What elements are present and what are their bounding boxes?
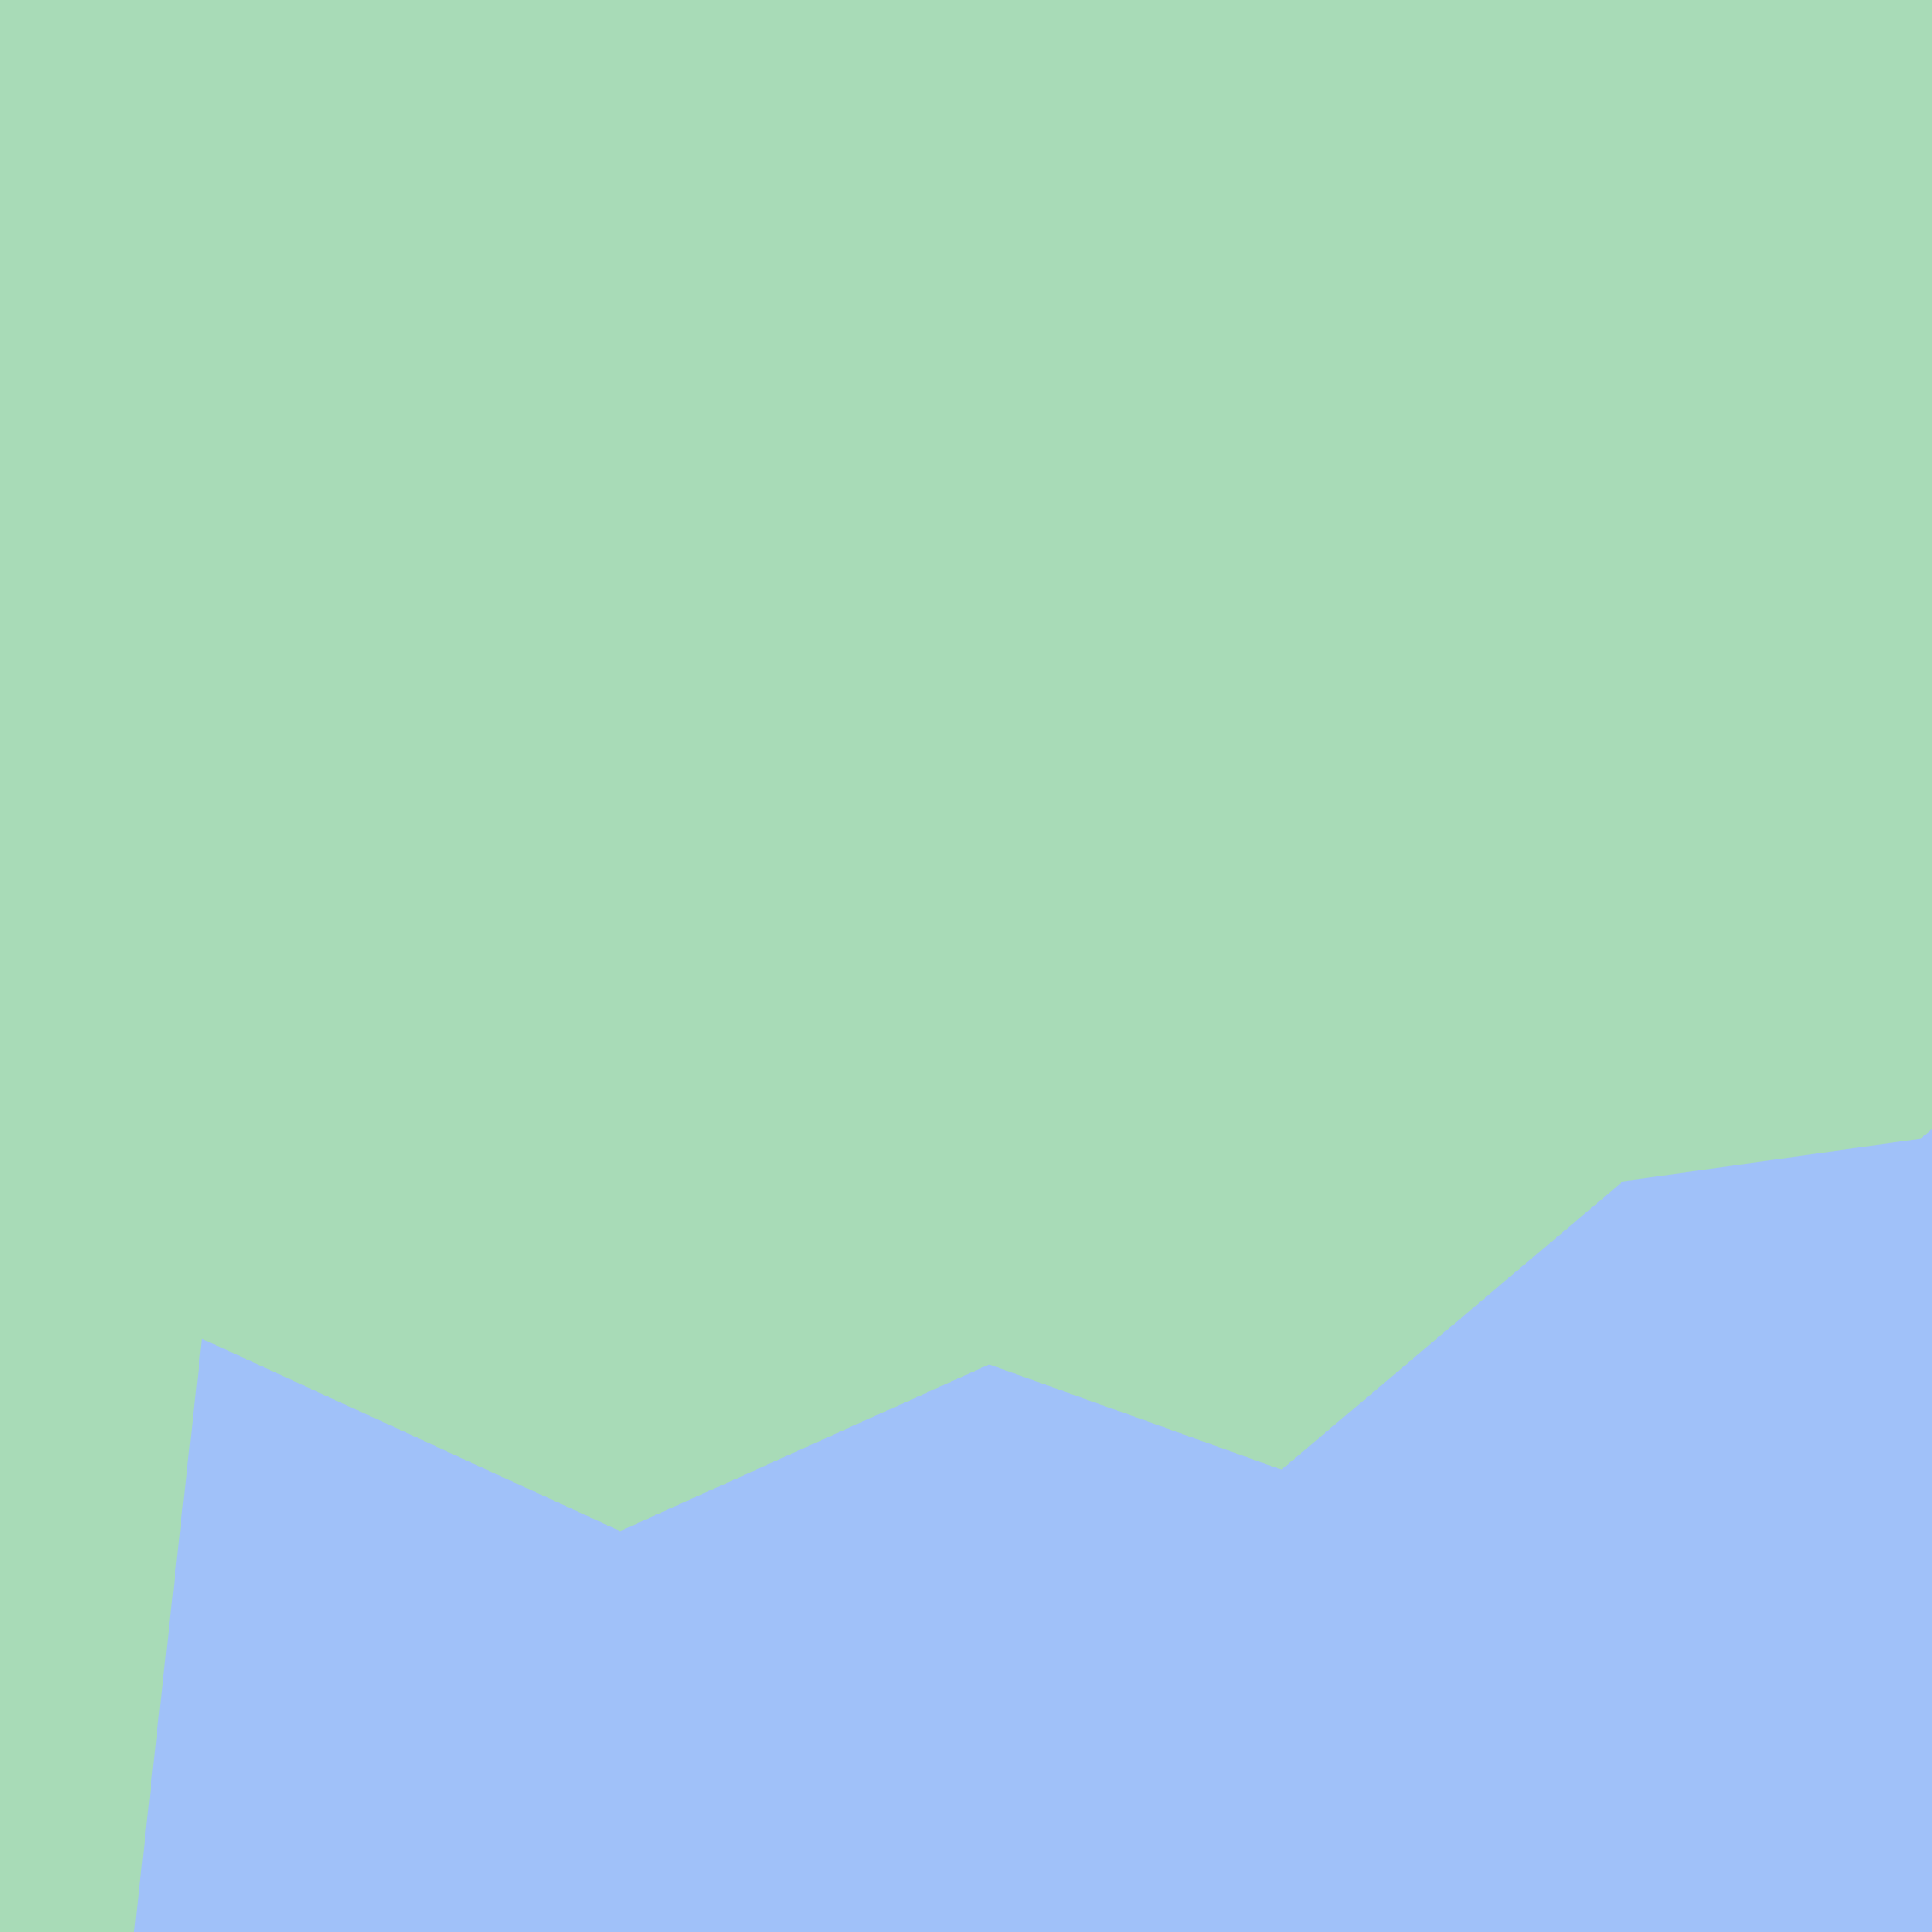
- chart-series-area: [133, 1129, 1932, 1932]
